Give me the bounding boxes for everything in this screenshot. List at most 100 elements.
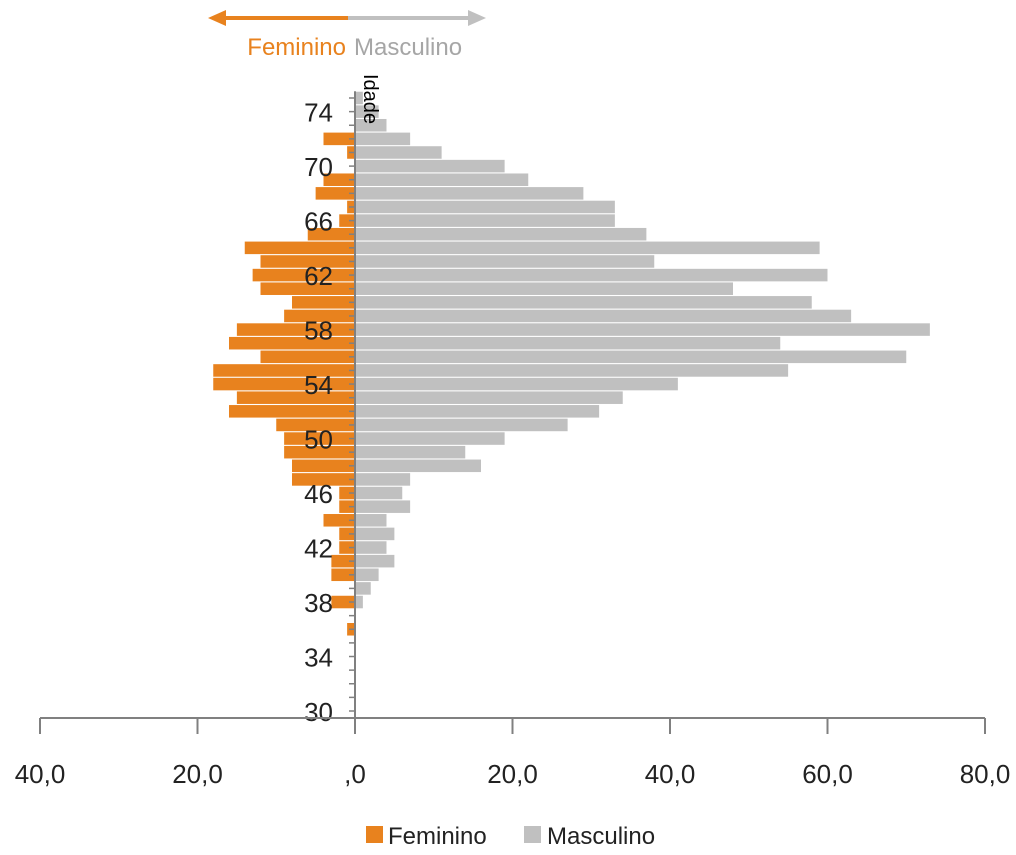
- bar-masculino-age-44: [355, 514, 387, 527]
- bar-feminino-age-58: [236, 323, 355, 336]
- bar-feminino-age-51: [276, 418, 355, 432]
- bar-feminino-age-66: [339, 214, 355, 227]
- y-tick-label-30: 30: [304, 697, 333, 727]
- bar-masculino-age-46: [355, 486, 403, 500]
- legend-label-female: Feminino: [388, 823, 487, 850]
- y-tick-label-34: 34: [304, 643, 333, 673]
- bar-masculino-age-57: [355, 336, 781, 350]
- bar-masculino-age-52: [355, 405, 600, 418]
- direction-arrows: Feminino Masculino: [208, 10, 486, 61]
- y-tick-label-74: 74: [304, 98, 333, 128]
- axes: 30 34 38 42 46 50 54 58 62 66 70 74 40,0 20,0 ,0 20,0 40…: [15, 91, 1011, 789]
- bar-feminino-age-53: [236, 391, 355, 404]
- bar-masculino-age-69: [355, 173, 529, 186]
- bar-masculino-age-73: [355, 118, 387, 132]
- y-tick-label-66: 66: [304, 207, 333, 237]
- bar-feminino-age-49: [284, 445, 355, 459]
- bar-feminino-age-56: [260, 350, 355, 364]
- bar-masculino-age-63: [355, 255, 655, 268]
- bar-masculino-age-53: [355, 391, 623, 404]
- x-tick-label-1: 20,0: [172, 759, 223, 789]
- bar-masculino-age-38: [355, 595, 363, 609]
- male-direction-label: Masculino: [354, 34, 462, 61]
- bar-feminino-age-42: [339, 541, 355, 554]
- bar-feminino-age-47: [292, 473, 355, 486]
- y-tick-label-54: 54: [304, 370, 333, 400]
- bar-masculino-age-39: [355, 582, 371, 595]
- y-tick-label-58: 58: [304, 316, 333, 346]
- bar-masculino-age-60: [355, 296, 812, 309]
- bar-masculino-age-55: [355, 364, 789, 377]
- bar-masculino-age-67: [355, 200, 615, 214]
- bar-masculino-age-64: [355, 241, 820, 255]
- bar-feminino-age-44: [323, 514, 355, 527]
- bar-feminino-age-68: [315, 187, 355, 200]
- bar-masculino-age-59: [355, 309, 852, 323]
- bar-masculino-age-45: [355, 500, 411, 513]
- bar-feminino-age-63: [260, 255, 355, 268]
- female-arrow-head: [208, 10, 226, 26]
- bar-masculino-age-50: [355, 432, 505, 445]
- legend: Feminino Masculino: [366, 823, 655, 850]
- bar-masculino-age-70: [355, 159, 505, 173]
- male-series: [355, 91, 930, 609]
- bar-masculino-age-72: [355, 132, 411, 146]
- bar-masculino-age-71: [355, 146, 442, 159]
- bar-masculino-age-66: [355, 214, 615, 227]
- x-tick-label-3: 20,0: [487, 759, 538, 789]
- bar-feminino-age-38: [331, 595, 355, 609]
- y-tick-label-38: 38: [304, 588, 333, 618]
- bar-masculino-age-54: [355, 377, 678, 391]
- bar-feminino-age-62: [252, 268, 355, 282]
- y-tick-label-70: 70: [304, 152, 333, 182]
- x-tick-label-2: ,0: [344, 759, 366, 789]
- y-axis-title: Idade: [359, 74, 381, 124]
- x-tick-label-5: 60,0: [802, 759, 853, 789]
- bar-masculino-age-61: [355, 282, 733, 295]
- bar-feminino-age-41: [331, 554, 355, 568]
- bar-feminino-age-46: [339, 486, 355, 500]
- bar-feminino-age-60: [292, 296, 355, 309]
- bar-masculino-age-51: [355, 418, 568, 432]
- male-arrow-head: [468, 10, 486, 26]
- bar-feminino-age-61: [260, 282, 355, 295]
- x-tick-label-0: 40,0: [15, 759, 66, 789]
- bar-masculino-age-74: [355, 105, 379, 118]
- legend-swatch-female: [366, 826, 383, 843]
- female-direction-label: Feminino: [247, 34, 346, 61]
- bar-feminino-age-54: [213, 377, 355, 391]
- bar-feminino-age-69: [323, 173, 355, 186]
- y-tick-label-42: 42: [304, 534, 333, 564]
- bar-feminino-age-40: [331, 568, 355, 582]
- bar-masculino-age-48: [355, 459, 481, 473]
- bar-masculino-age-56: [355, 350, 907, 364]
- bar-feminino-age-65: [307, 227, 355, 241]
- bar-masculino-age-49: [355, 445, 466, 459]
- bar-masculino-age-41: [355, 554, 395, 568]
- bar-masculino-age-58: [355, 323, 930, 336]
- bar-masculino-age-47: [355, 473, 411, 486]
- bar-feminino-age-72: [323, 132, 355, 146]
- bar-feminino-age-52: [229, 405, 355, 418]
- x-tick-label-6: 80,0: [960, 759, 1011, 789]
- y-tick-label-62: 62: [304, 261, 333, 291]
- y-tick-label-46: 46: [304, 479, 333, 509]
- legend-swatch-male: [524, 826, 541, 843]
- bar-masculino-age-42: [355, 541, 387, 554]
- bar-masculino-age-40: [355, 568, 379, 582]
- bar-masculino-age-62: [355, 268, 828, 282]
- bar-masculino-age-43: [355, 527, 395, 541]
- bar-feminino-age-45: [339, 500, 355, 513]
- bar-feminino-age-50: [284, 432, 355, 445]
- female-series: [213, 132, 355, 636]
- bar-feminino-age-57: [229, 336, 355, 350]
- bar-feminino-age-59: [284, 309, 355, 323]
- bar-masculino-age-65: [355, 227, 647, 241]
- legend-label-male: Masculino: [547, 823, 655, 850]
- bar-feminino-age-55: [213, 364, 355, 377]
- bar-feminino-age-43: [339, 527, 355, 541]
- bar-feminino-age-64: [244, 241, 355, 255]
- y-tick-label-50: 50: [304, 425, 333, 455]
- bar-masculino-age-75: [355, 91, 363, 105]
